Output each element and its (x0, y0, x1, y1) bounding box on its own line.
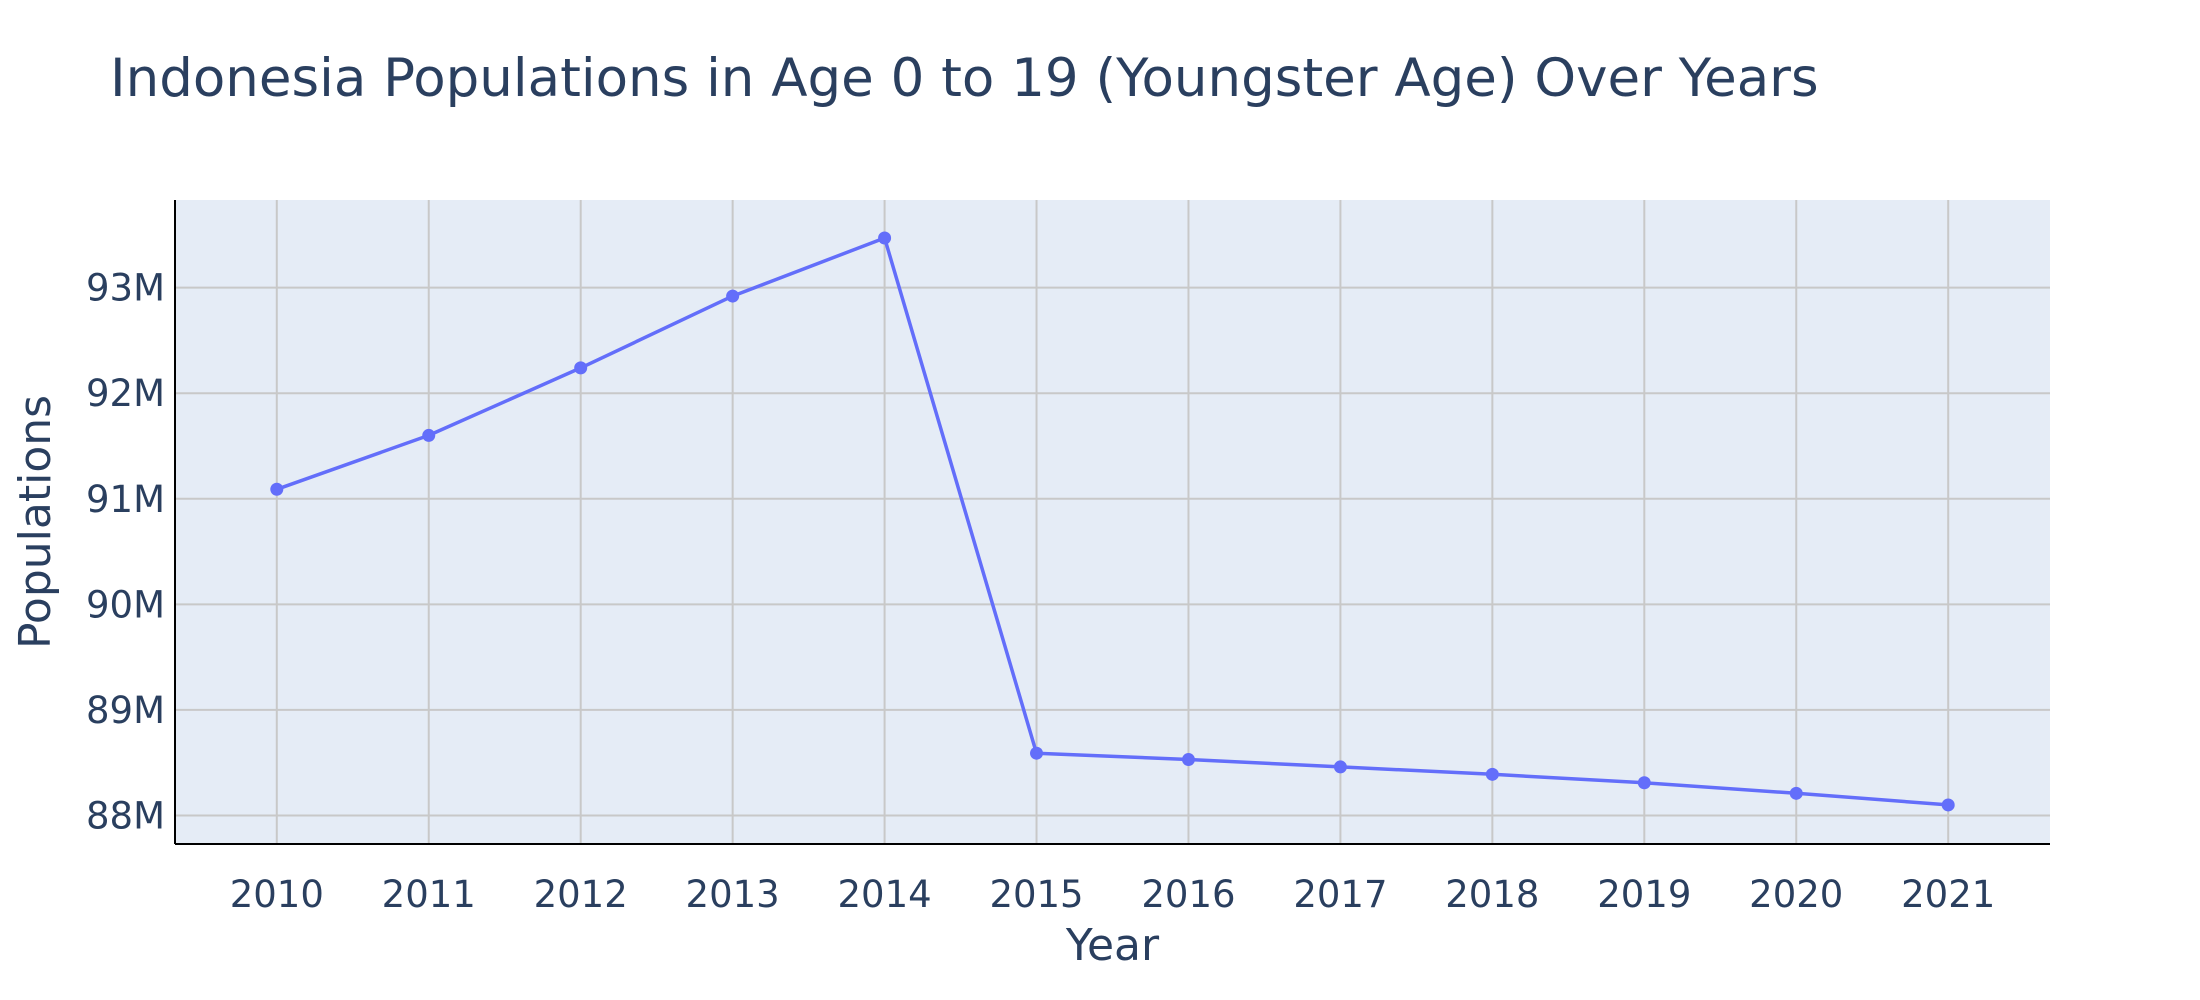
y-tick-label: 89M (86, 689, 165, 732)
x-axis-ticks: 2010 2011 2012 2013 2014 2015 2016 2017 2018 2019… (230, 873, 1996, 916)
data-point (878, 231, 892, 245)
x-axis-title: Year (1065, 920, 1160, 971)
grid-lines (175, 200, 2050, 844)
data-point (1485, 767, 1499, 781)
x-tick-label: 2019 (1597, 873, 1691, 916)
x-tick-label: 2010 (230, 873, 324, 916)
series-line (276, 236, 1949, 807)
data-point (422, 428, 436, 442)
data-point (574, 361, 588, 375)
x-tick-label: 2015 (989, 873, 1083, 916)
y-tick-label: 90M (86, 583, 165, 626)
data-point (1637, 776, 1651, 790)
y-tick-label: 93M (86, 267, 165, 310)
x-tick-label: 2012 (534, 873, 628, 916)
x-tick-label: 2018 (1445, 873, 1539, 916)
x-tick-label: 2017 (1293, 873, 1387, 916)
plot-area (175, 200, 2050, 844)
x-tick-label: 2020 (1749, 873, 1843, 916)
y-axis-title: Populations (10, 395, 61, 649)
data-point (1789, 786, 1803, 800)
y-tick-label: 92M (86, 372, 165, 415)
data-point (1181, 753, 1195, 767)
x-tick-label: 2016 (1141, 873, 1235, 916)
x-tick-label: 2014 (837, 873, 931, 916)
y-axis-ticks: 88M 89M 90M 91M 92M 93M (86, 267, 165, 838)
x-tick-label: 2011 (382, 873, 476, 916)
series-layer (270, 231, 1955, 812)
data-point (1333, 760, 1347, 774)
data-point (270, 482, 284, 496)
data-point (1941, 798, 1955, 812)
y-tick-label: 88M (86, 794, 165, 837)
chart-title: Indonesia Populations in Age 0 to 19 (Yo… (110, 48, 1819, 109)
x-tick-label: 2013 (686, 873, 780, 916)
data-point (726, 289, 740, 303)
x-tick-label: 2021 (1901, 873, 1995, 916)
y-tick-label: 91M (86, 478, 165, 521)
data-point (1030, 746, 1044, 760)
